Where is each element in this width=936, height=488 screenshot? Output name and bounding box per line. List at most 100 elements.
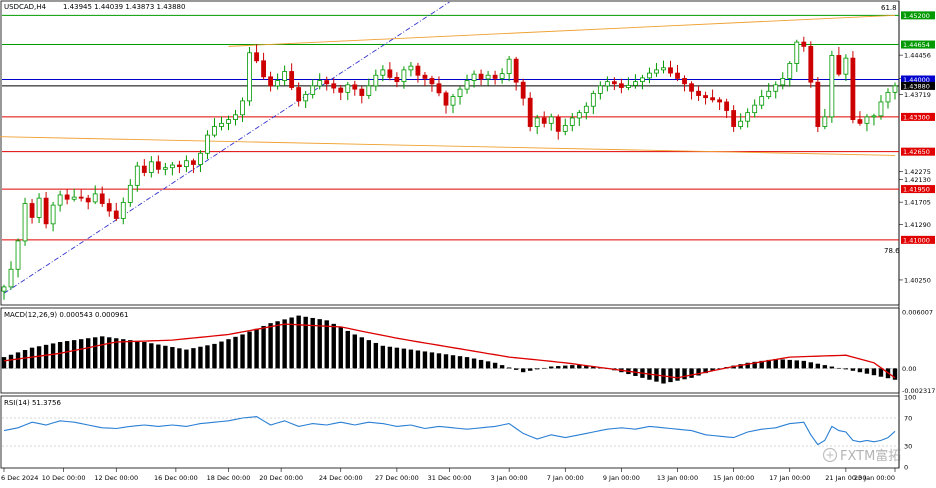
macd-bar-72 xyxy=(506,367,512,369)
x-tick-label-14: 17 Jan 00:00 xyxy=(769,474,810,482)
macd-bar-18 xyxy=(128,340,133,369)
macd-tick-label-1: 0.00 xyxy=(902,365,916,373)
level-label-2: 1.44000 xyxy=(903,76,930,84)
macd-bar-34 xyxy=(240,334,245,369)
macd-bar-75 xyxy=(527,368,533,371)
candle-body-93 xyxy=(654,69,659,74)
candle-body-16 xyxy=(113,210,119,219)
candle-body-12 xyxy=(85,197,91,203)
candle-body-36 xyxy=(254,52,259,62)
candle-body-86 xyxy=(604,81,610,87)
candle-body-46 xyxy=(324,80,330,85)
candle-body-88 xyxy=(618,83,624,88)
macd-bar-97 xyxy=(682,368,687,380)
candle-body-41 xyxy=(289,71,295,88)
candle-body-59 xyxy=(415,65,421,76)
candle-body-8 xyxy=(57,194,63,206)
macd-bar-58 xyxy=(408,349,414,369)
macd-bar-16 xyxy=(114,338,119,369)
x-tick-label-8: 31 Dec 00:00 xyxy=(428,474,472,482)
macd-bar-31 xyxy=(219,341,224,369)
candle-body-102 xyxy=(717,99,723,103)
macd-bar-121 xyxy=(850,368,856,371)
macd-bar-51 xyxy=(359,337,365,369)
candle-body-96 xyxy=(675,72,680,79)
candle-body-71 xyxy=(499,73,505,79)
macd-bar-30 xyxy=(212,343,217,369)
macd-bar-54 xyxy=(380,345,386,369)
macd-bar-79 xyxy=(556,366,561,369)
macd-bar-69 xyxy=(485,361,491,369)
x-tick-label-7: 27 Dec 00:00 xyxy=(375,474,419,482)
candle-body-52 xyxy=(366,85,372,96)
macd-bar-50 xyxy=(352,334,357,369)
macd-bar-38 xyxy=(268,323,273,369)
macd-bar-6 xyxy=(43,344,49,369)
level-label-box-0 xyxy=(901,11,935,20)
level-label-7: 1.41000 xyxy=(903,236,930,244)
candle-body-0 xyxy=(1,286,7,292)
candle-body-4 xyxy=(29,203,35,218)
candle-body-64 xyxy=(450,96,456,106)
candle-body-120 xyxy=(843,57,849,75)
candle-body-122 xyxy=(857,119,863,124)
macd-bar-98 xyxy=(689,368,694,378)
candle-body-104 xyxy=(731,110,737,127)
level-label-3: 1.43880 xyxy=(903,82,930,90)
macd-bar-99 xyxy=(696,368,701,376)
candle-body-123 xyxy=(864,116,870,124)
candle-body-109 xyxy=(766,90,772,98)
level-label-box-7 xyxy=(901,235,935,244)
candle-body-3 xyxy=(22,203,28,242)
x-tick-label-2: 12 Dec 00:00 xyxy=(94,474,138,482)
macd-bar-22 xyxy=(156,344,161,369)
candle-body-101 xyxy=(710,97,715,101)
macd-tick-label-0: 0.006007 xyxy=(902,308,933,316)
macd-bar-84 xyxy=(591,366,596,369)
candle-body-5 xyxy=(36,197,42,218)
candle-body-81 xyxy=(569,117,575,126)
macd-bar-68 xyxy=(478,359,484,369)
candle-body-98 xyxy=(689,83,694,92)
candle-body-33 xyxy=(233,114,238,120)
rsi-title: RSI(14) 51.3756 xyxy=(4,399,61,407)
macd-bar-12 xyxy=(85,338,91,369)
candle-body-67 xyxy=(471,73,477,81)
candle-body-100 xyxy=(703,95,708,99)
candle-body-22 xyxy=(155,161,161,170)
candle-body-47 xyxy=(331,83,337,89)
x-tick-label-9: 3 Jan 00:00 xyxy=(491,474,528,482)
candle-body-40 xyxy=(282,71,288,81)
candle-body-69 xyxy=(485,74,491,80)
macd-bar-3 xyxy=(22,350,28,369)
macd-bar-27 xyxy=(191,348,196,369)
candle-body-21 xyxy=(148,161,154,173)
macd-bar-116 xyxy=(815,363,821,369)
rsi-tick-label-0: 100 xyxy=(904,394,916,402)
macd-bar-29 xyxy=(205,345,210,369)
level-label-1: 1.44654 xyxy=(903,41,930,49)
level-label-4: 1.43300 xyxy=(903,113,930,121)
macd-bar-80 xyxy=(563,365,568,369)
candle-body-28 xyxy=(198,152,203,165)
x-tick-label-10: 7 Jan 00:00 xyxy=(547,474,584,482)
macd-bar-64 xyxy=(450,355,456,369)
macd-bar-82 xyxy=(577,364,582,369)
header-ohlc: 1.43945 1.44039 1.43873 1.43880 xyxy=(63,3,185,11)
macd-bar-71 xyxy=(499,365,505,369)
candle-body-62 xyxy=(436,83,442,94)
macd-bar-21 xyxy=(149,343,154,369)
candle-body-92 xyxy=(647,72,652,79)
macd-bar-37 xyxy=(261,325,266,369)
macd-bar-0 xyxy=(1,357,7,369)
candle-body-119 xyxy=(836,55,842,75)
macd-bar-66 xyxy=(464,357,470,369)
macd-bar-108 xyxy=(759,360,764,369)
candle-body-15 xyxy=(106,203,112,212)
candle-body-107 xyxy=(752,104,758,114)
candle-body-11 xyxy=(78,196,84,199)
candle-body-108 xyxy=(759,96,765,106)
candle-body-6 xyxy=(43,197,49,225)
candle-body-91 xyxy=(640,77,645,83)
macd-bar-78 xyxy=(549,366,554,369)
